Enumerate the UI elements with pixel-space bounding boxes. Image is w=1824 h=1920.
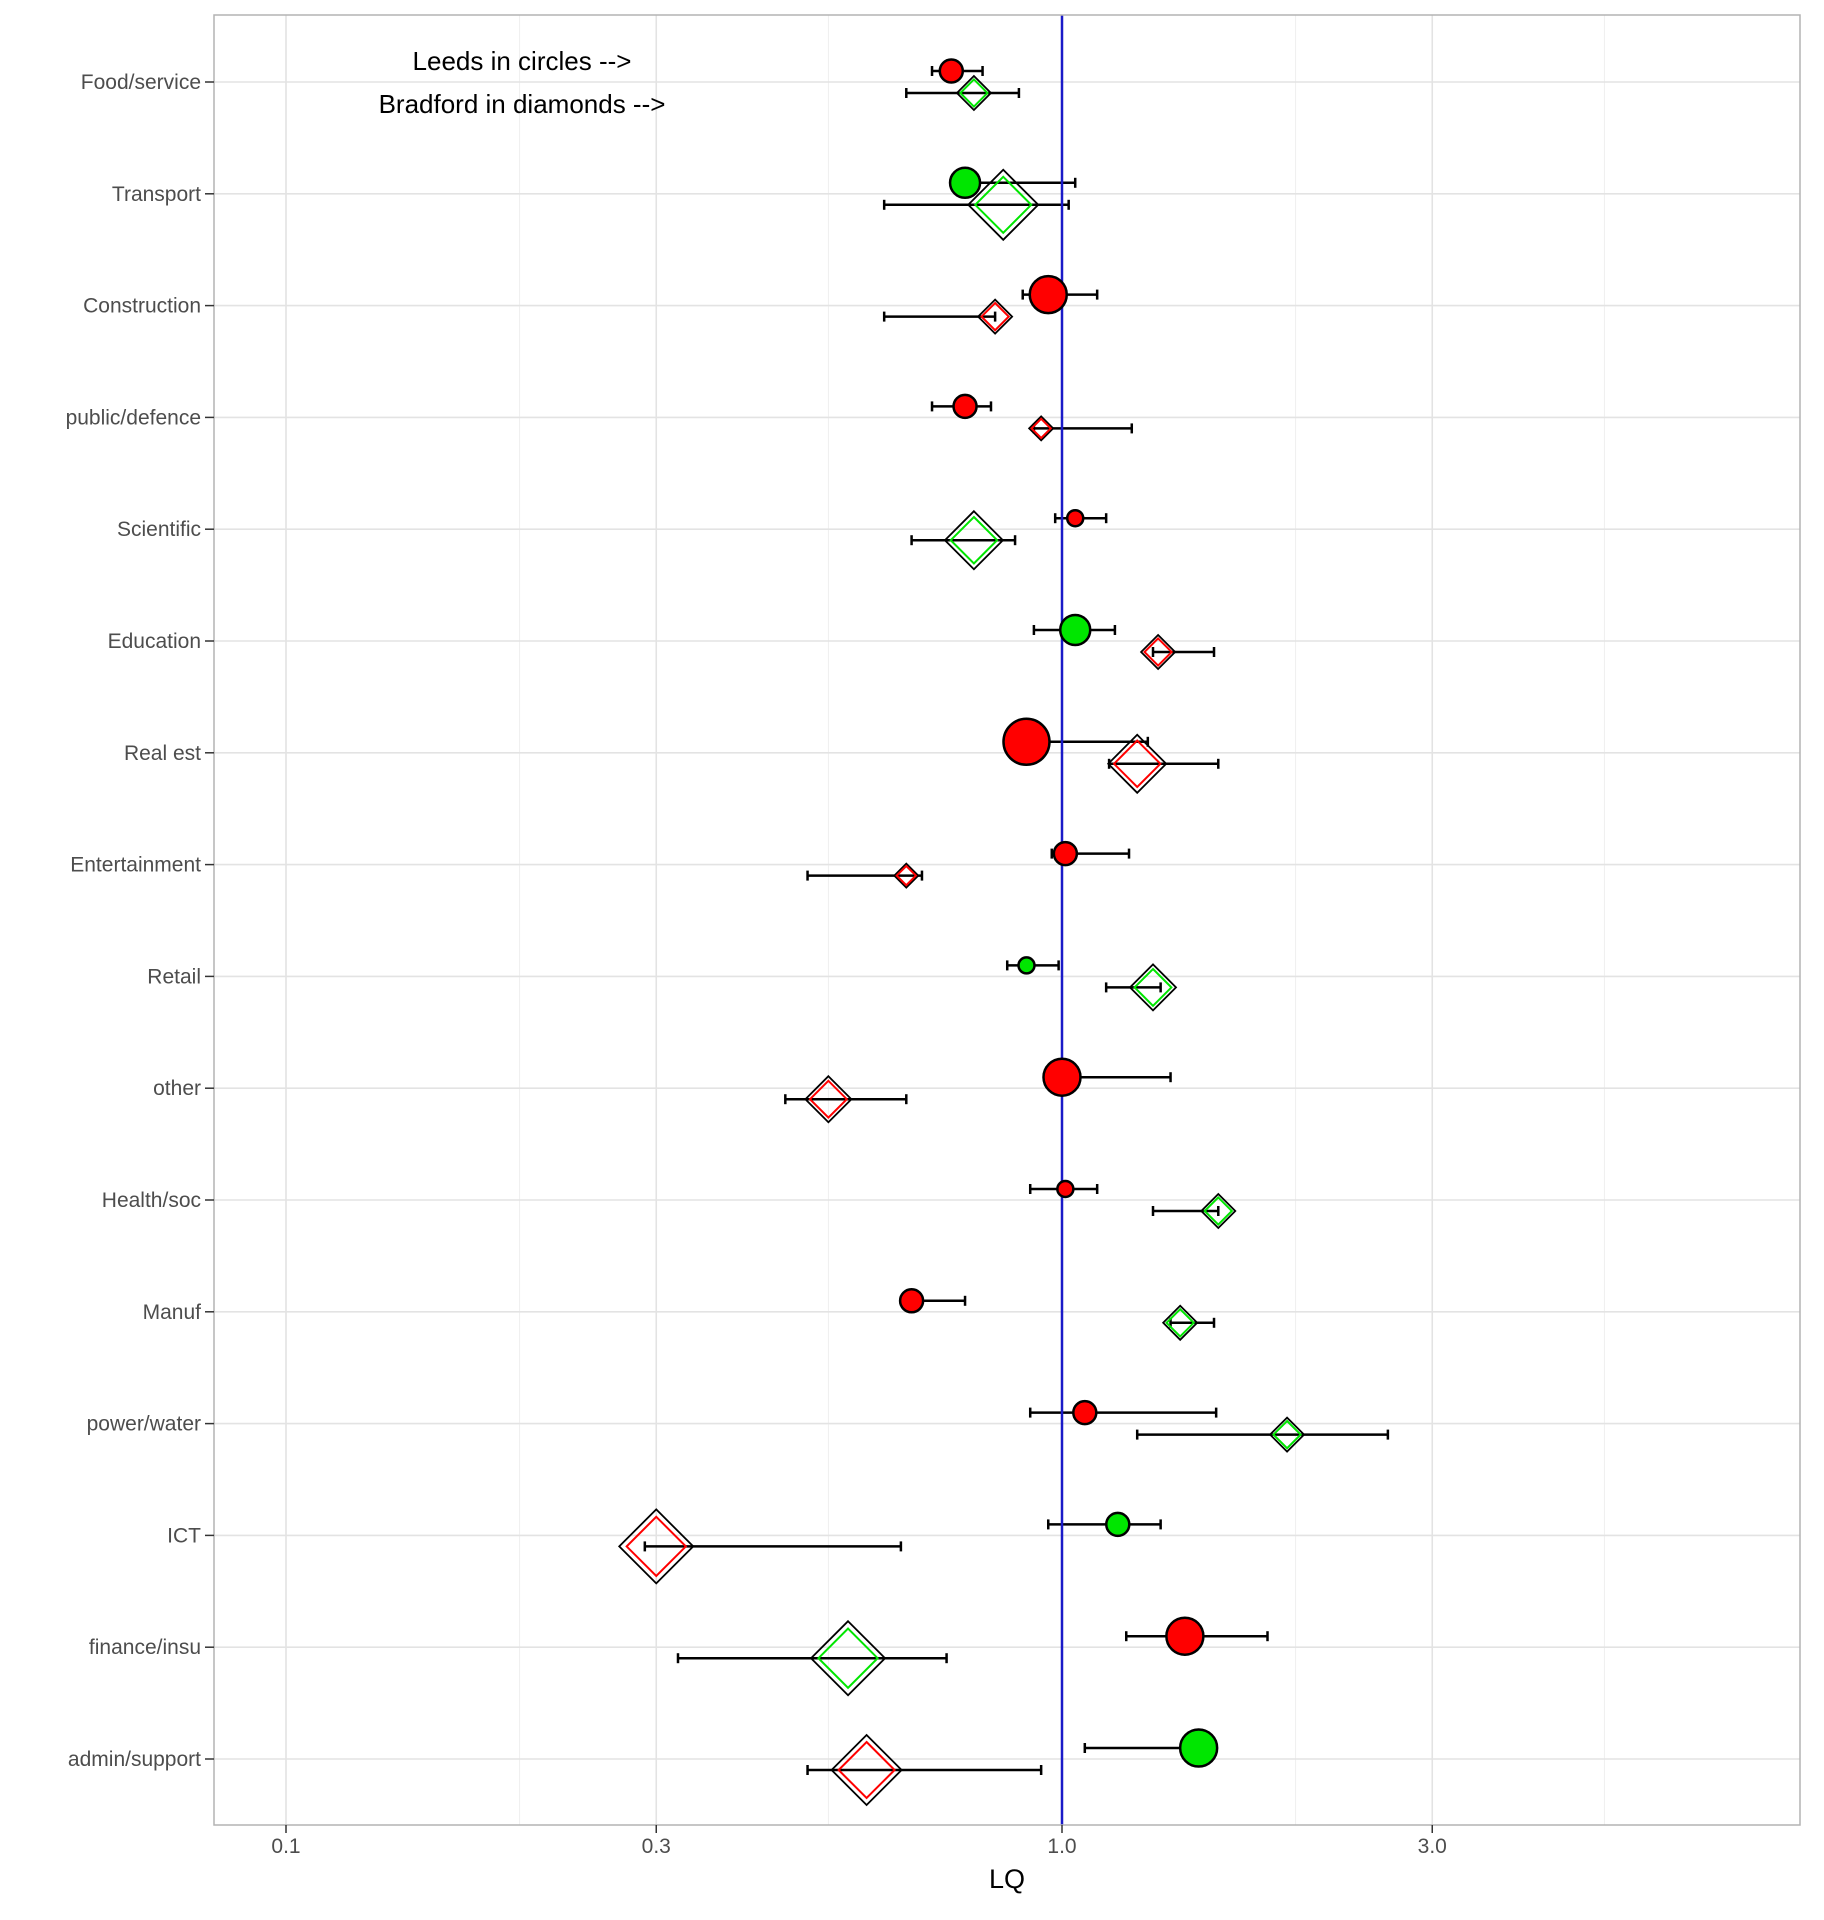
category-label: Scientific [117, 518, 201, 541]
point-markers [617, 58, 1306, 1807]
x-tick-label: 3.0 [1418, 1835, 1447, 1858]
bradford-diamond-outer [976, 298, 1014, 335]
leeds-circle-marker [1105, 1511, 1131, 1538]
leeds-circle-marker [1028, 274, 1068, 315]
category-labels: Food/service Transport Construction public/… [66, 71, 214, 1771]
leeds-circle-marker [1165, 1616, 1205, 1656]
bradford-diamond-outer [966, 168, 1040, 242]
category-label: Food/service [81, 71, 201, 94]
plot-panel-border [213, 14, 1801, 1826]
bradford-diamond-outer [804, 1074, 853, 1124]
category-label: power/water [87, 1413, 201, 1436]
bradford-diamond-outer [617, 1508, 695, 1585]
grid-lines [214, 15, 1800, 1825]
category-label: admin/support [68, 1748, 201, 1771]
bradford-diamond-outer [943, 509, 1005, 571]
x-axis-title: LQ [989, 1864, 1025, 1894]
category-label: Health/soc [102, 1189, 201, 1212]
bradford-diamond-outer [955, 74, 993, 112]
category-label: other [153, 1077, 201, 1100]
category-label: public/defence [66, 406, 201, 429]
leeds-circle-marker [1002, 717, 1051, 767]
bradford-diamond-inner [1165, 1307, 1196, 1338]
bradford-diamond-inner [958, 77, 989, 109]
category-label: finance/insu [89, 1636, 201, 1659]
x-tick-label: 1.0 [1047, 1835, 1076, 1858]
category-label: Transport [112, 183, 201, 206]
bradford-diamond-inner [1030, 417, 1053, 440]
leeds-circle-marker [1065, 508, 1085, 528]
leeds-circle-marker [898, 1288, 925, 1314]
leeds-circle-marker [1017, 956, 1036, 975]
bradford-diamond-outer [830, 1733, 903, 1807]
leeds-circle-marker [1072, 1399, 1098, 1426]
bradford-diamond-inner [837, 1740, 897, 1800]
bradford-diamond-outer [893, 862, 920, 889]
bradford-diamond-outer [1139, 633, 1177, 671]
annotation-bradford: Bradford in diamonds --> [379, 89, 666, 119]
bradford-diamond-inner [808, 1079, 849, 1120]
bradford-diamond-inner [1203, 1195, 1234, 1227]
leeds-circle-marker [938, 58, 965, 84]
leeds-circle-marker [1178, 1728, 1219, 1768]
bradford-diamond-inner [1112, 739, 1162, 789]
bradford-diamond-outer [1200, 1192, 1237, 1230]
leeds-circle-marker [1056, 1179, 1075, 1199]
bradford-diamond-inner [980, 301, 1011, 332]
category-label: Real est [124, 742, 201, 765]
x-axis-ticks: 0.1 0.3 1.0 3.0 [271, 1825, 1447, 1858]
category-label: Education [108, 630, 201, 653]
bradford-diamond-outer [1128, 963, 1178, 1012]
bradford-diamond-inner [1272, 1419, 1303, 1450]
bradford-diamond-inner [817, 1627, 880, 1690]
bradford-diamond-inner [1143, 636, 1174, 668]
bradford-diamond-inner [895, 864, 918, 887]
category-label: Retail [147, 965, 201, 988]
x-tick-label: 0.1 [271, 1835, 300, 1858]
bradford-diamond-inner [949, 515, 999, 565]
category-label: Manuf [143, 1301, 202, 1324]
bradford-diamond-outer [1106, 733, 1168, 795]
bradford-diamond-inner [625, 1515, 688, 1578]
bradford-diamond-inner [973, 175, 1033, 235]
leeds-circle-marker [1052, 840, 1079, 867]
category-label: Entertainment [70, 854, 201, 877]
leeds-circle-marker [1042, 1057, 1082, 1097]
bradford-diamond-outer [1268, 1416, 1306, 1453]
annotation-leeds: Leeds in circles --> [413, 46, 632, 76]
x-tick-label: 0.3 [642, 1835, 671, 1858]
bradford-diamond-outer [1027, 415, 1055, 442]
bradford-diamond-inner [1133, 967, 1173, 1008]
category-label: ICT [167, 1524, 201, 1547]
category-label: Construction [83, 295, 201, 318]
bradford-diamond-outer [809, 1619, 887, 1697]
bradford-diamond-outer [1161, 1304, 1199, 1342]
leeds-circle-marker [952, 393, 978, 420]
leeds-circle-marker [948, 166, 982, 200]
leeds-circle-marker [1058, 613, 1092, 647]
